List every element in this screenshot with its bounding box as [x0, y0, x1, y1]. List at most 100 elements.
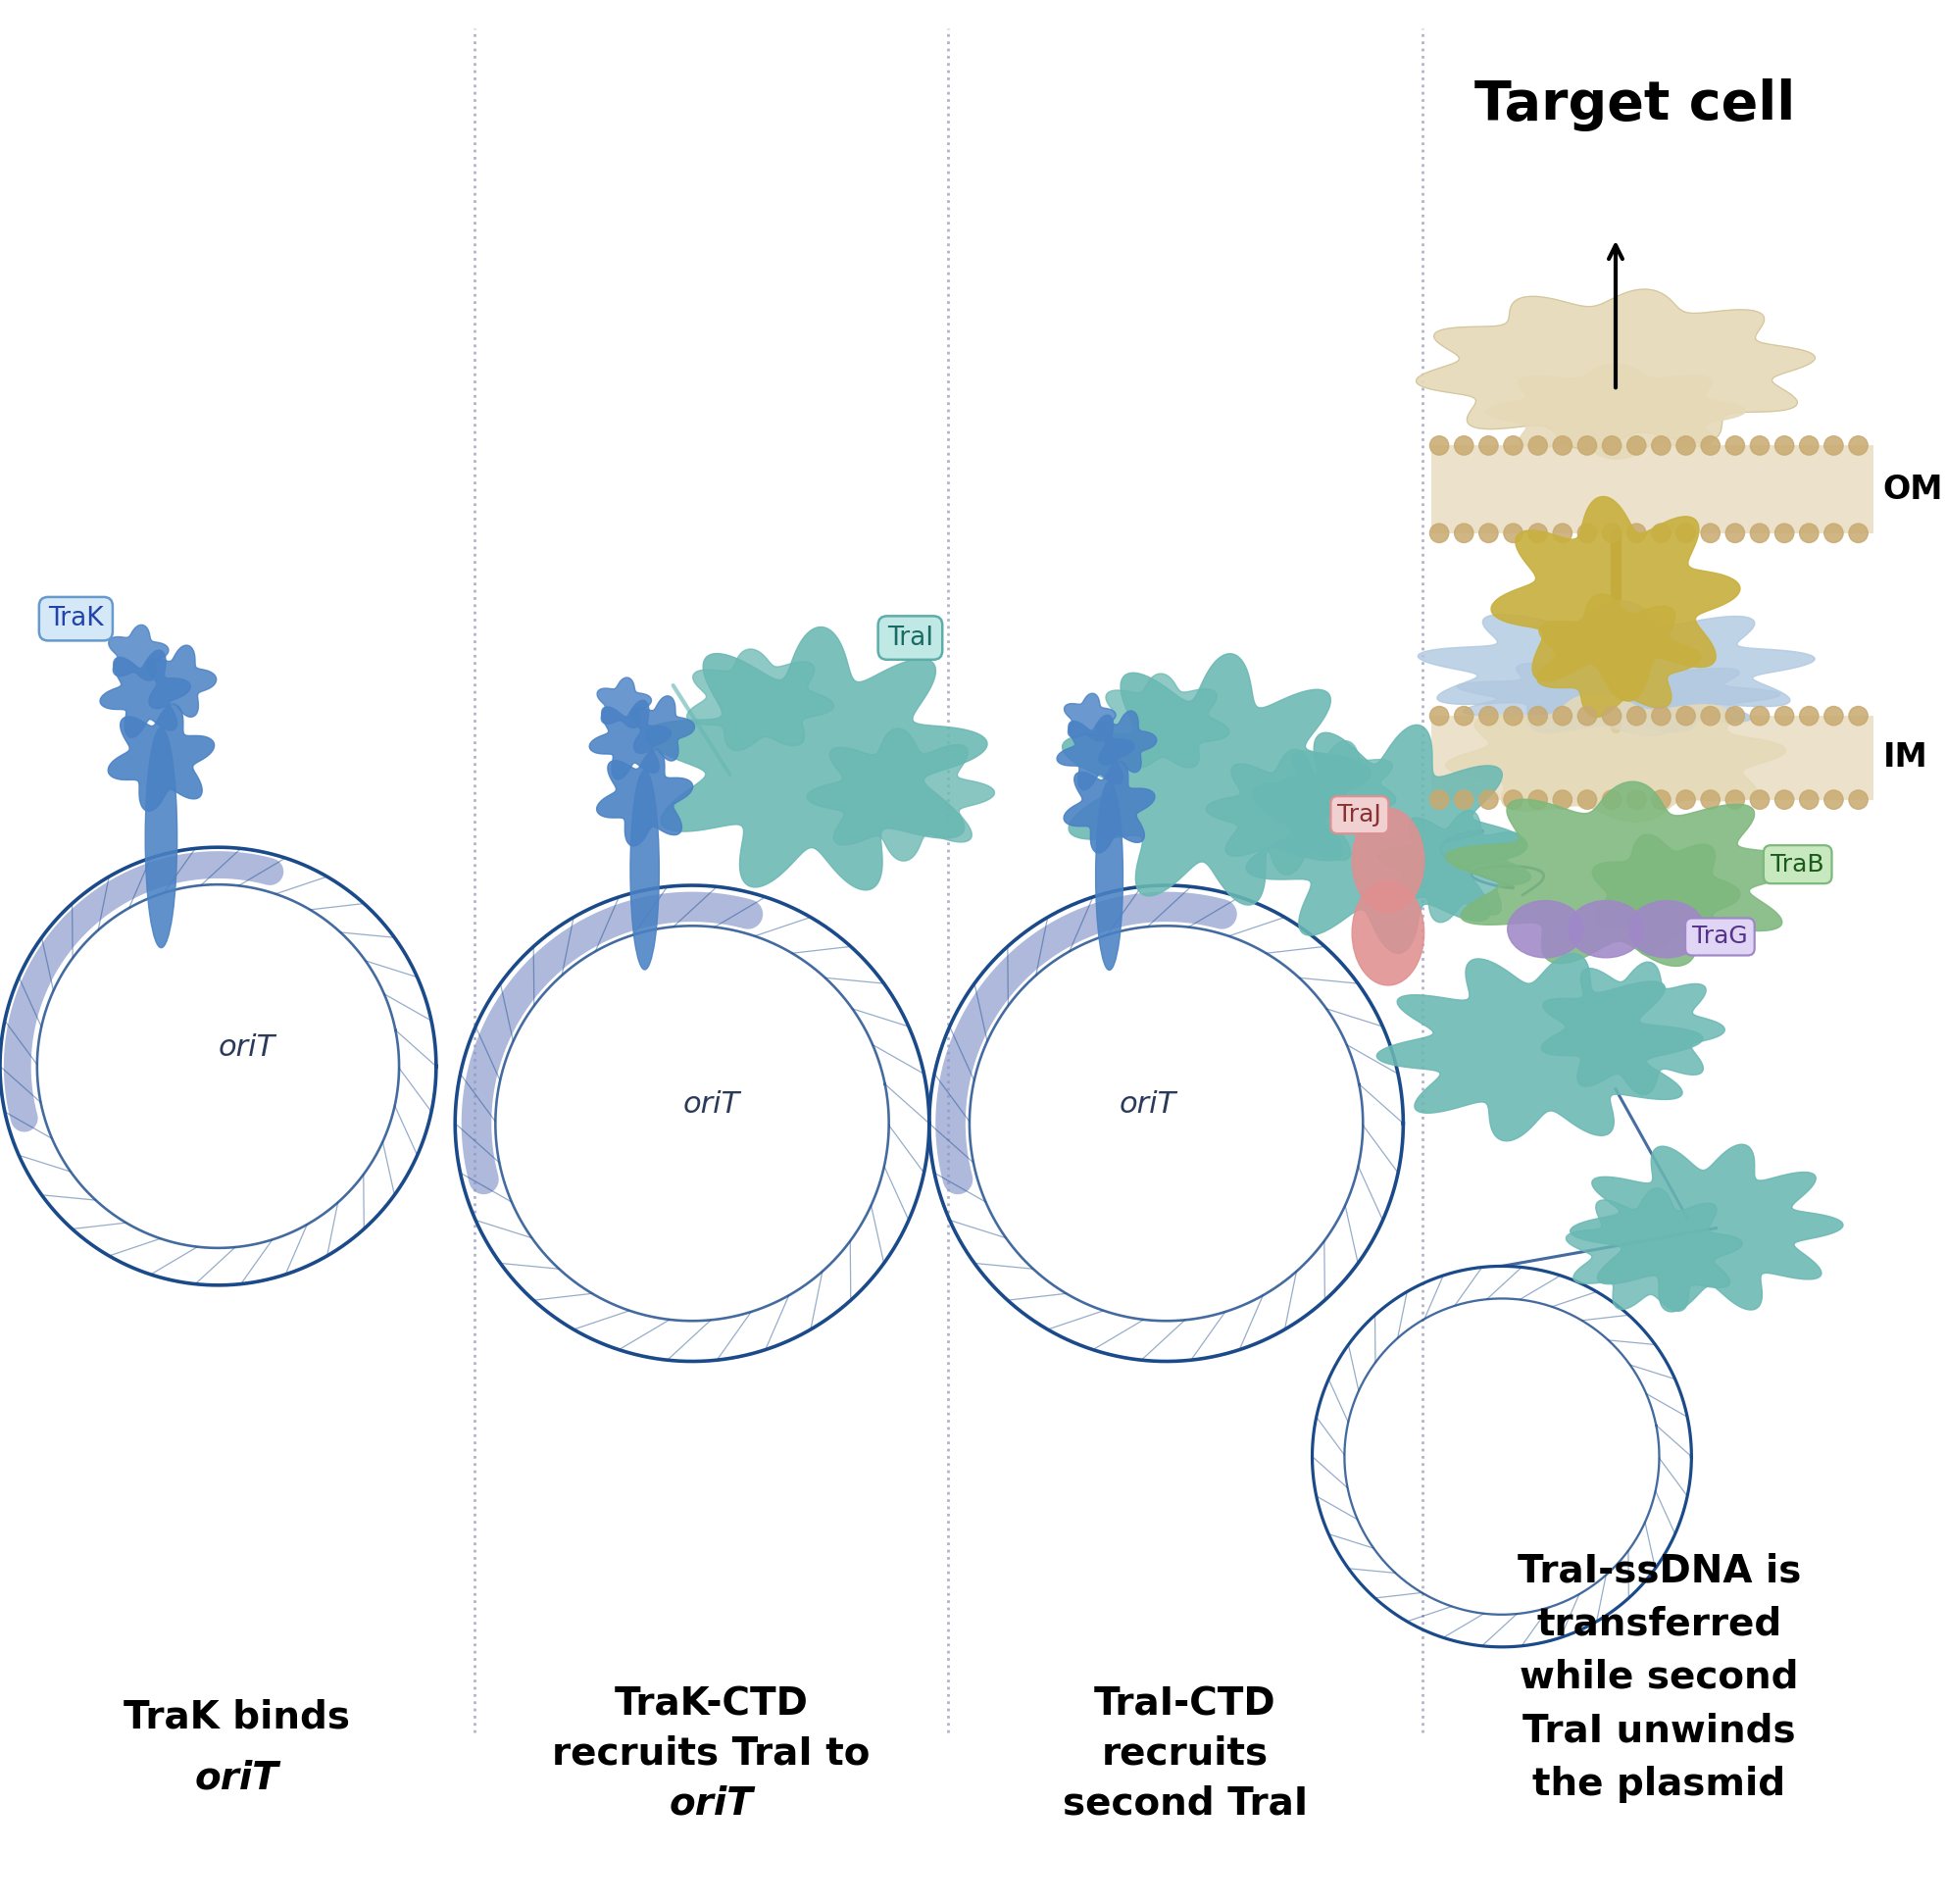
Polygon shape: [1057, 716, 1135, 790]
Polygon shape: [808, 729, 994, 861]
Circle shape: [1454, 436, 1473, 455]
Ellipse shape: [1352, 809, 1424, 914]
Circle shape: [1553, 706, 1572, 725]
Circle shape: [1430, 436, 1448, 455]
Circle shape: [1800, 706, 1818, 725]
Circle shape: [1602, 524, 1621, 543]
Circle shape: [1504, 524, 1522, 543]
Circle shape: [1627, 706, 1646, 725]
Text: oriT: oriT: [669, 1784, 753, 1822]
Circle shape: [1479, 706, 1498, 725]
Circle shape: [1726, 436, 1744, 455]
Circle shape: [1775, 706, 1794, 725]
Text: oriT: oriT: [1119, 1091, 1175, 1118]
Ellipse shape: [1096, 783, 1123, 971]
Ellipse shape: [1352, 882, 1424, 986]
Circle shape: [1454, 524, 1473, 543]
Circle shape: [1726, 524, 1744, 543]
Circle shape: [1676, 706, 1695, 725]
Text: TraI: TraI: [887, 625, 934, 651]
Text: Target cell: Target cell: [1475, 78, 1794, 131]
Circle shape: [1849, 790, 1868, 809]
Text: IM: IM: [1884, 743, 1928, 773]
Circle shape: [1652, 790, 1670, 809]
Polygon shape: [1378, 811, 1532, 922]
Circle shape: [1553, 524, 1572, 543]
Circle shape: [1553, 790, 1572, 809]
Text: TraI-ssDNA is: TraI-ssDNA is: [1518, 1552, 1802, 1590]
Circle shape: [1504, 706, 1522, 725]
Circle shape: [1578, 524, 1596, 543]
Polygon shape: [1417, 289, 1816, 449]
Circle shape: [1775, 790, 1794, 809]
Text: while second: while second: [1520, 1658, 1798, 1696]
Circle shape: [1749, 524, 1769, 543]
Polygon shape: [1064, 693, 1115, 741]
Text: TraJ: TraJ: [1337, 803, 1382, 826]
Ellipse shape: [146, 727, 177, 948]
Polygon shape: [109, 704, 214, 811]
Circle shape: [1454, 790, 1473, 809]
Circle shape: [1652, 524, 1670, 543]
Polygon shape: [109, 625, 169, 680]
Polygon shape: [597, 678, 652, 727]
Circle shape: [1602, 790, 1621, 809]
Circle shape: [1800, 790, 1818, 809]
Polygon shape: [1446, 693, 1786, 823]
Circle shape: [1528, 706, 1547, 725]
Ellipse shape: [1629, 901, 1705, 958]
Circle shape: [1749, 706, 1769, 725]
Circle shape: [1775, 436, 1794, 455]
Circle shape: [1726, 706, 1744, 725]
Polygon shape: [597, 750, 693, 845]
Polygon shape: [1245, 725, 1528, 954]
Polygon shape: [1098, 710, 1156, 773]
Circle shape: [1504, 436, 1522, 455]
Polygon shape: [146, 645, 216, 718]
Text: OM: OM: [1884, 474, 1944, 505]
Polygon shape: [1537, 594, 1701, 718]
Text: TraI-CTD: TraI-CTD: [1094, 1685, 1277, 1723]
Circle shape: [1627, 790, 1646, 809]
Circle shape: [1701, 436, 1720, 455]
Polygon shape: [1063, 653, 1370, 904]
Polygon shape: [1207, 750, 1376, 874]
Text: TraG: TraG: [1693, 925, 1748, 948]
Circle shape: [1479, 524, 1498, 543]
Circle shape: [1602, 436, 1621, 455]
Circle shape: [1578, 790, 1596, 809]
Polygon shape: [1487, 364, 1746, 459]
Circle shape: [1652, 436, 1670, 455]
Text: oriT: oriT: [195, 1759, 278, 1797]
Circle shape: [1652, 706, 1670, 725]
Text: TraK: TraK: [49, 605, 103, 632]
Polygon shape: [646, 626, 987, 889]
Ellipse shape: [1508, 901, 1584, 958]
Polygon shape: [687, 649, 833, 750]
Polygon shape: [1064, 762, 1154, 853]
Polygon shape: [1096, 674, 1230, 769]
Polygon shape: [1458, 657, 1781, 735]
Circle shape: [1528, 790, 1547, 809]
Polygon shape: [1446, 781, 1808, 965]
Text: TraI unwinds: TraI unwinds: [1522, 1712, 1796, 1750]
Circle shape: [1849, 436, 1868, 455]
Circle shape: [1823, 524, 1843, 543]
Text: recruits: recruits: [1101, 1735, 1269, 1773]
Text: recruits TraI to: recruits TraI to: [553, 1735, 870, 1773]
Text: TraB: TraB: [1771, 853, 1825, 876]
Text: transferred: transferred: [1537, 1605, 1783, 1643]
Circle shape: [1528, 436, 1547, 455]
Circle shape: [1775, 524, 1794, 543]
Circle shape: [1849, 524, 1868, 543]
Circle shape: [1701, 706, 1720, 725]
Polygon shape: [1567, 1188, 1742, 1312]
Circle shape: [1430, 706, 1448, 725]
Polygon shape: [631, 697, 695, 762]
Ellipse shape: [631, 771, 660, 969]
Circle shape: [1823, 436, 1843, 455]
Ellipse shape: [1568, 901, 1644, 958]
Circle shape: [1676, 436, 1695, 455]
Circle shape: [1627, 524, 1646, 543]
Circle shape: [1749, 790, 1769, 809]
